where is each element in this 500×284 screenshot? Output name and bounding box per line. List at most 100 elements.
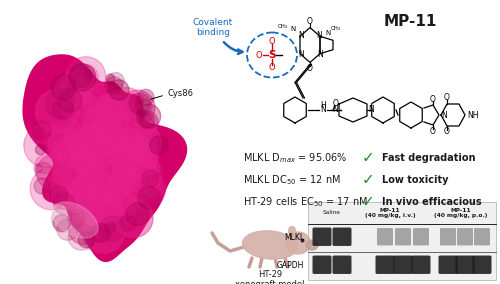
FancyBboxPatch shape: [472, 256, 492, 274]
Text: Covalent
binding: Covalent binding: [193, 18, 233, 37]
Circle shape: [112, 135, 156, 178]
Text: ✓: ✓: [362, 195, 374, 210]
Circle shape: [54, 193, 75, 214]
Circle shape: [51, 75, 76, 100]
Circle shape: [150, 136, 169, 155]
Circle shape: [52, 153, 89, 189]
Circle shape: [118, 166, 137, 185]
Circle shape: [110, 170, 126, 186]
Text: O: O: [444, 93, 450, 103]
Circle shape: [68, 64, 96, 91]
Circle shape: [136, 99, 152, 115]
Text: GAPDH: GAPDH: [276, 262, 304, 270]
Circle shape: [70, 65, 92, 87]
Circle shape: [114, 199, 153, 238]
Circle shape: [97, 95, 112, 110]
Text: O: O: [268, 37, 276, 45]
Text: O: O: [444, 128, 450, 137]
Circle shape: [74, 125, 110, 161]
Circle shape: [129, 93, 150, 114]
Circle shape: [52, 99, 74, 120]
Circle shape: [111, 87, 142, 119]
Circle shape: [51, 147, 67, 162]
Text: N: N: [368, 105, 374, 114]
Circle shape: [106, 112, 129, 134]
Circle shape: [120, 215, 136, 231]
Circle shape: [108, 80, 129, 100]
Circle shape: [66, 57, 106, 97]
Text: O: O: [256, 51, 262, 60]
Circle shape: [64, 74, 92, 102]
Circle shape: [62, 132, 74, 145]
Circle shape: [61, 178, 91, 208]
Text: MLKL DC$_{50}$ = 12 nM: MLKL DC$_{50}$ = 12 nM: [243, 173, 340, 187]
FancyBboxPatch shape: [395, 228, 411, 245]
Circle shape: [86, 122, 128, 164]
Circle shape: [58, 79, 88, 108]
Circle shape: [105, 77, 122, 94]
Circle shape: [78, 203, 93, 219]
Circle shape: [80, 189, 117, 226]
Text: N: N: [316, 31, 322, 40]
Circle shape: [55, 73, 90, 108]
Circle shape: [36, 90, 79, 133]
Circle shape: [108, 128, 145, 165]
FancyBboxPatch shape: [412, 256, 430, 274]
Text: MLKL D$_{max}$ = 95.06%: MLKL D$_{max}$ = 95.06%: [243, 151, 348, 165]
Circle shape: [36, 145, 46, 155]
Ellipse shape: [306, 240, 318, 250]
Circle shape: [69, 84, 84, 98]
Text: HT-29
xenograft model: HT-29 xenograft model: [236, 270, 305, 284]
Circle shape: [24, 124, 68, 167]
Circle shape: [64, 179, 97, 212]
Circle shape: [84, 71, 92, 80]
Circle shape: [46, 90, 74, 118]
Circle shape: [108, 179, 127, 198]
Text: Cys86: Cys86: [167, 89, 193, 99]
Circle shape: [140, 113, 154, 128]
Circle shape: [127, 171, 166, 209]
FancyBboxPatch shape: [312, 227, 332, 246]
Circle shape: [76, 149, 100, 174]
Circle shape: [126, 203, 148, 225]
Circle shape: [67, 126, 107, 166]
Text: Saline: Saline: [322, 210, 340, 216]
Circle shape: [32, 121, 51, 140]
Circle shape: [34, 164, 42, 173]
Circle shape: [65, 124, 100, 159]
FancyBboxPatch shape: [456, 256, 474, 274]
Circle shape: [84, 211, 126, 252]
Circle shape: [98, 134, 120, 156]
FancyBboxPatch shape: [394, 256, 412, 274]
Circle shape: [68, 224, 94, 250]
Text: N: N: [325, 30, 330, 36]
Circle shape: [72, 132, 102, 162]
Circle shape: [65, 92, 97, 124]
FancyBboxPatch shape: [377, 228, 393, 245]
Circle shape: [100, 216, 125, 241]
Text: N: N: [298, 50, 304, 59]
Circle shape: [82, 84, 118, 120]
Circle shape: [35, 155, 54, 174]
Circle shape: [86, 160, 105, 180]
Circle shape: [82, 114, 102, 133]
Circle shape: [124, 154, 162, 193]
Circle shape: [60, 117, 78, 134]
Circle shape: [91, 168, 130, 207]
Circle shape: [94, 101, 121, 128]
Circle shape: [88, 187, 101, 199]
Circle shape: [136, 96, 144, 105]
Circle shape: [114, 166, 139, 192]
Circle shape: [147, 161, 160, 174]
Text: N: N: [298, 31, 304, 40]
Circle shape: [76, 156, 103, 183]
Circle shape: [82, 213, 124, 254]
Text: N: N: [317, 50, 323, 59]
Circle shape: [84, 105, 102, 123]
Circle shape: [138, 89, 154, 106]
Bar: [308, 202, 496, 280]
Circle shape: [36, 154, 72, 190]
Text: N: N: [320, 105, 326, 114]
Circle shape: [62, 161, 96, 196]
Circle shape: [55, 186, 72, 203]
